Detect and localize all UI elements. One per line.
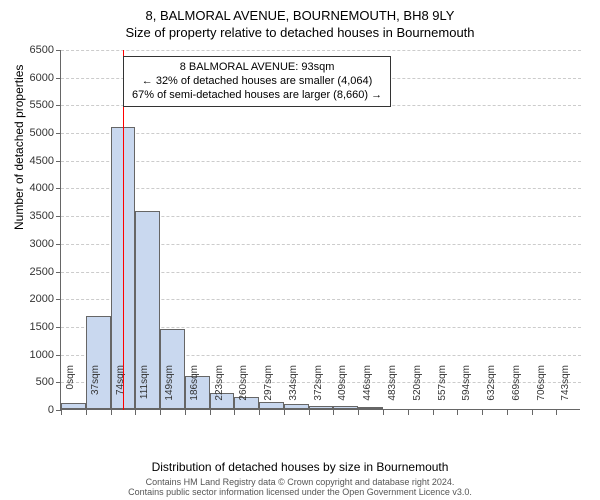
- ytick-mark: [56, 161, 61, 162]
- ytick-mark: [56, 78, 61, 79]
- xtick-mark: [61, 410, 62, 415]
- xtick-mark: [135, 410, 136, 415]
- ytick-mark: [56, 50, 61, 51]
- ytick-label: 2000: [14, 293, 54, 305]
- xtick-mark: [457, 410, 458, 415]
- xtick-label: 520sqm: [412, 365, 423, 415]
- ytick-mark: [56, 216, 61, 217]
- xtick-mark: [210, 410, 211, 415]
- xtick-mark: [507, 410, 508, 415]
- ytick-label: 5000: [14, 127, 54, 139]
- ytick-mark: [56, 327, 61, 328]
- xtick-label: 223sqm: [214, 365, 225, 415]
- xtick-mark: [234, 410, 235, 415]
- xtick-label: 594sqm: [461, 365, 472, 415]
- gridline: [61, 188, 581, 189]
- ytick-label: 4500: [14, 155, 54, 167]
- ytick-label: 0: [14, 404, 54, 416]
- title-address: 8, BALMORAL AVENUE, BOURNEMOUTH, BH8 9LY: [0, 8, 600, 23]
- ytick-mark: [56, 244, 61, 245]
- xtick-mark: [284, 410, 285, 415]
- xtick-label: 669sqm: [511, 365, 522, 415]
- histogram: 0500100015002000250030003500400045005000…: [60, 50, 580, 410]
- ytick-label: 3000: [14, 238, 54, 250]
- ytick-label: 3500: [14, 210, 54, 222]
- xtick-label: 483sqm: [387, 365, 398, 415]
- xtick-label: 372sqm: [313, 365, 324, 415]
- xtick-mark: [532, 410, 533, 415]
- xtick-mark: [333, 410, 334, 415]
- xtick-label: 743sqm: [560, 365, 571, 415]
- xtick-mark: [86, 410, 87, 415]
- xtick-label: 557sqm: [437, 365, 448, 415]
- x-axis-label: Distribution of detached houses by size …: [0, 460, 600, 474]
- ytick-mark: [56, 133, 61, 134]
- ytick-label: 2500: [14, 266, 54, 278]
- gridline: [61, 133, 581, 134]
- title-subtitle: Size of property relative to detached ho…: [0, 25, 600, 40]
- ytick-label: 6500: [14, 44, 54, 56]
- xtick-label: 37sqm: [90, 365, 101, 415]
- xtick-label: 0sqm: [65, 365, 76, 415]
- ytick-label: 1000: [14, 349, 54, 361]
- xtick-label: 111sqm: [139, 365, 150, 415]
- xtick-label: 706sqm: [536, 365, 547, 415]
- callout-line: 8 BALMORAL AVENUE: 93sqm: [132, 61, 382, 75]
- xtick-label: 297sqm: [263, 365, 274, 415]
- xtick-mark: [160, 410, 161, 415]
- gridline: [61, 50, 581, 51]
- xtick-mark: [358, 410, 359, 415]
- xtick-label: 409sqm: [337, 365, 348, 415]
- ytick-label: 4000: [14, 182, 54, 194]
- xtick-label: 334sqm: [288, 365, 299, 415]
- xtick-mark: [556, 410, 557, 415]
- xtick-label: 632sqm: [486, 365, 497, 415]
- ytick-mark: [56, 299, 61, 300]
- plot-area: 0500100015002000250030003500400045005000…: [60, 50, 580, 410]
- xtick-mark: [259, 410, 260, 415]
- xtick-label: 260sqm: [238, 365, 249, 415]
- xtick-mark: [482, 410, 483, 415]
- xtick-label: 446sqm: [362, 365, 373, 415]
- xtick-label: 186sqm: [189, 365, 200, 415]
- xtick-mark: [185, 410, 186, 415]
- xtick-mark: [111, 410, 112, 415]
- ytick-mark: [56, 355, 61, 356]
- xtick-mark: [408, 410, 409, 415]
- ytick-mark: [56, 272, 61, 273]
- xtick-mark: [383, 410, 384, 415]
- attribution-footer: Contains HM Land Registry data © Crown c…: [0, 478, 600, 498]
- ytick-label: 5500: [14, 99, 54, 111]
- y-axis-label: Number of detached properties: [12, 65, 26, 230]
- footer-line2: Contains public sector information licen…: [0, 488, 600, 498]
- xtick-mark: [433, 410, 434, 415]
- gridline: [61, 161, 581, 162]
- ytick-mark: [56, 382, 61, 383]
- callout-line: 67% of semi-detached houses are larger (…: [132, 89, 382, 103]
- ytick-mark: [56, 188, 61, 189]
- ytick-label: 6000: [14, 72, 54, 84]
- ytick-mark: [56, 105, 61, 106]
- ytick-label: 1500: [14, 321, 54, 333]
- callout-box: 8 BALMORAL AVENUE: 93sqm← 32% of detache…: [123, 56, 391, 107]
- ytick-label: 500: [14, 376, 54, 388]
- xtick-mark: [309, 410, 310, 415]
- xtick-label: 149sqm: [164, 365, 175, 415]
- callout-line: ← 32% of detached houses are smaller (4,…: [132, 75, 382, 89]
